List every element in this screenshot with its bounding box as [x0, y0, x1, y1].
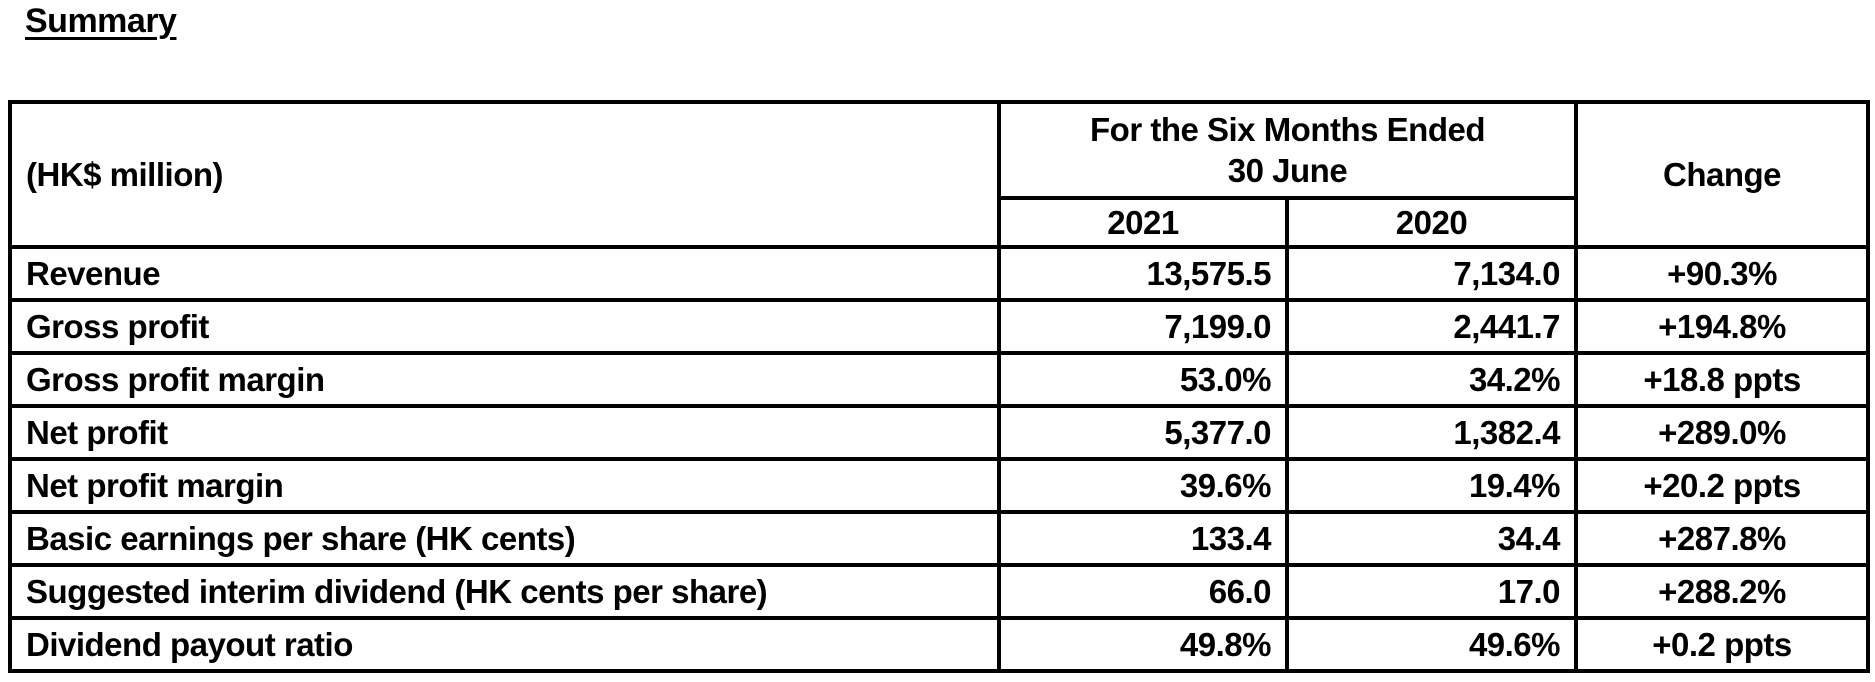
value-2020: 19.4% [1284, 457, 1579, 514]
period-header: For the Six Months Ended 30 June [996, 100, 1579, 200]
row-label: Net profit margin [8, 457, 1001, 514]
change-column-header: Change [1574, 100, 1871, 249]
value-2021: 5,377.0 [997, 404, 1289, 461]
table-row-dividend-payout-ratio: Dividend payout ratio 49.8% 49.6% +0.2 p… [8, 616, 1871, 673]
value-change: +0.2 ppts [1574, 616, 1871, 673]
value-2020: 7,134.0 [1284, 245, 1579, 302]
value-2021: 66.0 [997, 563, 1289, 620]
page-title: Summary [25, 2, 177, 40]
value-change: +287.8% [1574, 510, 1871, 567]
value-change: +194.8% [1574, 298, 1871, 355]
value-2020: 1,382.4 [1284, 404, 1579, 461]
table-header-row-1: (HK$ million) For the Six Months Ended 3… [8, 100, 1871, 249]
table-corner-label: (HK$ million) [8, 100, 1001, 249]
table-row-net-profit: Net profit 5,377.0 1,382.4 +289.0% [8, 404, 1871, 461]
value-change: +288.2% [1574, 563, 1871, 620]
value-change: +18.8 ppts [1574, 351, 1871, 408]
row-label: Gross profit [8, 298, 1001, 355]
value-2021: 7,199.0 [997, 298, 1289, 355]
row-label: Suggested interim dividend (HK cents per… [8, 563, 1001, 620]
summary-table: (HK$ million) For the Six Months Ended 3… [8, 100, 1871, 673]
table-row-basic-eps: Basic earnings per share (HK cents) 133.… [8, 510, 1871, 567]
year-2020-header: 2020 [1284, 196, 1579, 249]
table-row-interim-dividend: Suggested interim dividend (HK cents per… [8, 563, 1871, 620]
value-2020: 34.2% [1284, 351, 1579, 408]
value-2021: 39.6% [997, 457, 1289, 514]
value-2021: 53.0% [997, 351, 1289, 408]
row-label: Dividend payout ratio [8, 616, 1001, 673]
value-2020: 17.0 [1284, 563, 1579, 620]
value-2021: 133.4 [997, 510, 1289, 567]
value-2021: 49.8% [997, 616, 1289, 673]
row-label: Revenue [8, 245, 1001, 302]
table-row-gross-profit-margin: Gross profit margin 53.0% 34.2% +18.8 pp… [8, 351, 1871, 408]
table-header-row-2: 2021 2020 [10, 196, 1868, 249]
value-2020: 2,441.7 [1284, 298, 1579, 355]
row-label: Basic earnings per share (HK cents) [8, 510, 1001, 567]
table-row-gross-profit: Gross profit 7,199.0 2,441.7 +194.8% [8, 298, 1871, 355]
value-2021: 13,575.5 [997, 245, 1289, 302]
row-label: Gross profit margin [8, 351, 1001, 408]
row-label: Net profit [8, 404, 1001, 461]
table-row-net-profit-margin: Net profit margin 39.6% 19.4% +20.2 ppts [8, 457, 1871, 514]
table-row-revenue: Revenue 13,575.5 7,134.0 +90.3% [8, 245, 1871, 302]
value-2020: 49.6% [1284, 616, 1579, 673]
value-change: +90.3% [1574, 245, 1871, 302]
value-change: +20.2 ppts [1574, 457, 1871, 514]
value-change: +289.0% [1574, 404, 1871, 461]
year-2021-header: 2021 [997, 196, 1289, 249]
value-2020: 34.4 [1284, 510, 1579, 567]
